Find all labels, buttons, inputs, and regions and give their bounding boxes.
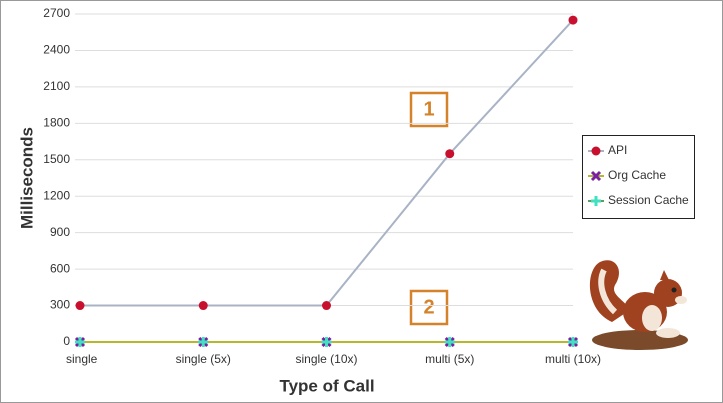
point — [444, 337, 455, 347]
point — [321, 337, 332, 347]
legend-box — [582, 135, 695, 219]
y-axis-label: Milliseconds — [17, 127, 36, 229]
point — [322, 301, 331, 311]
annotation: 2 — [423, 296, 434, 318]
y-tick-label: 0 — [63, 334, 70, 348]
legend-label: Org Cache — [608, 168, 666, 182]
x-tick-label: multi (5x) — [425, 352, 474, 366]
squirrel — [589, 260, 688, 350]
point — [198, 337, 209, 347]
point — [568, 337, 578, 347]
point — [568, 15, 578, 25]
point — [198, 301, 208, 311]
y-tick-label: 2700 — [43, 6, 70, 20]
y-tick-label: 2100 — [43, 79, 70, 93]
x-tick-label: multi (10x) — [545, 352, 601, 366]
point — [75, 301, 85, 311]
x-tick-label: single (10x) — [295, 352, 357, 366]
y-tick-label: 900 — [50, 225, 70, 239]
point — [591, 146, 601, 156]
y-tick-label: 1800 — [43, 116, 70, 130]
y-tick-label: 2400 — [43, 43, 70, 57]
point — [75, 337, 85, 347]
y-tick-label: 600 — [50, 261, 70, 275]
y-tick-label: 1500 — [43, 152, 70, 166]
y-tick-label: 300 — [50, 298, 70, 312]
legend-label: API — [608, 143, 627, 157]
x-axis-label: Type of Call — [279, 376, 374, 395]
point — [445, 149, 455, 159]
x-tick-label: single — [66, 352, 98, 366]
annotation: 1 — [423, 98, 434, 120]
legend-label: Session Cache — [608, 193, 689, 207]
annotation-box — [409, 91, 449, 128]
point — [590, 170, 602, 182]
x-tick-label: single (5x) — [176, 352, 231, 366]
y-tick-label: 1200 — [43, 188, 70, 202]
annotation-box — [409, 289, 449, 326]
point — [591, 196, 601, 206]
